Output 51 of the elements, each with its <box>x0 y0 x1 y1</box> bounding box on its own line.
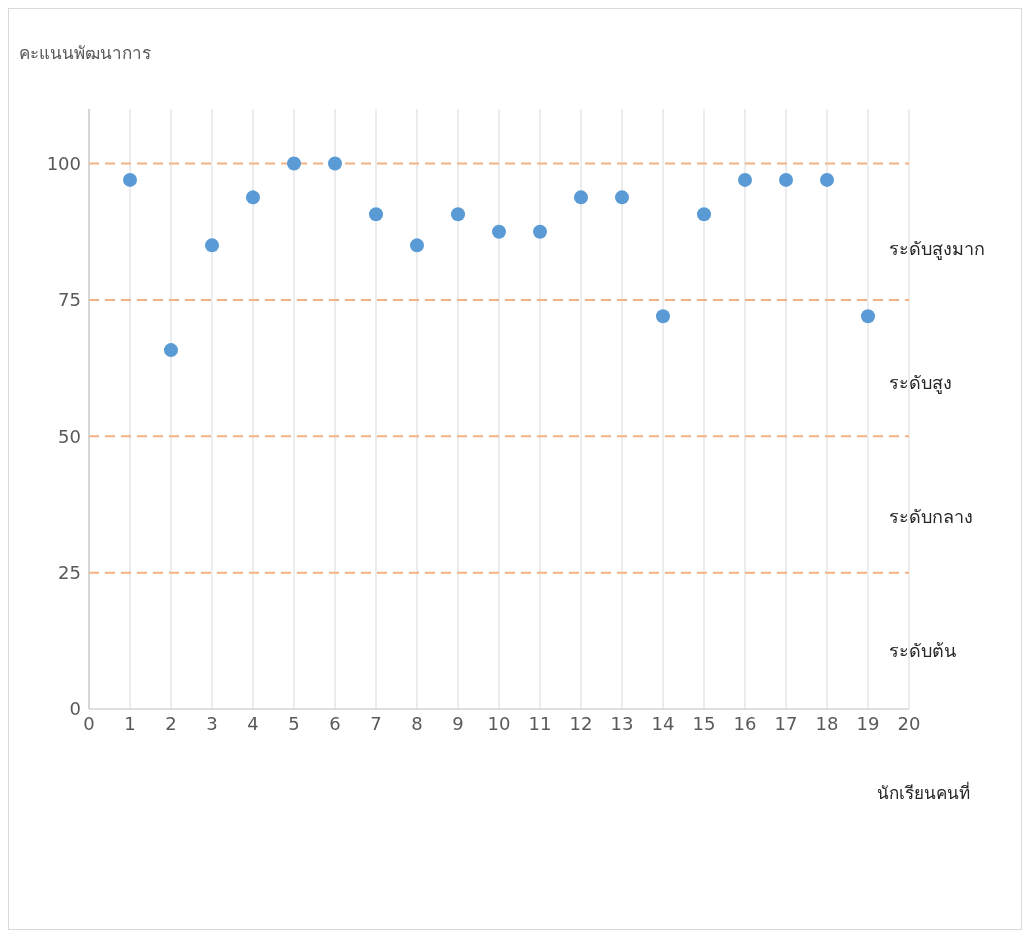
x-tick-label: 19 <box>856 712 880 734</box>
annotation: ระดับสูงมาก <box>889 237 985 262</box>
point <box>820 172 834 187</box>
x-tick-label: 10 <box>487 712 511 734</box>
x-tick-label: 8 <box>411 712 423 734</box>
x-tick-label: 6 <box>329 712 341 734</box>
point <box>328 156 342 171</box>
y-tick-label: 100 <box>46 152 81 174</box>
y-tick-label: 75 <box>58 289 81 311</box>
x-tick-label: 9 <box>452 712 464 734</box>
x-tick-label: 20 <box>897 712 921 734</box>
point <box>410 238 424 253</box>
y-tick-label: 25 <box>58 562 81 584</box>
x-tick-label: 18 <box>815 712 839 734</box>
point <box>164 343 178 358</box>
x-tick-label: 13 <box>610 712 634 734</box>
annotation: ระดับต้น <box>889 639 956 663</box>
y-axis-title: คะแนนพัฒนาการ <box>19 42 151 65</box>
x-tick-label: 4 <box>247 712 259 734</box>
x-tick-label: 16 <box>733 712 757 734</box>
x-tick-label: 14 <box>651 712 675 734</box>
point <box>697 207 711 222</box>
x-tick-label: 1 <box>124 712 136 734</box>
point <box>779 172 793 187</box>
x-tick-label: 3 <box>206 712 218 734</box>
point <box>533 224 547 239</box>
x-tick-label: 17 <box>774 712 798 734</box>
annotation: ระดับสูง <box>889 371 952 396</box>
x-tick-label: 7 <box>370 712 382 734</box>
point <box>369 207 383 222</box>
x-tick-label: 0 <box>83 712 95 734</box>
point <box>205 238 219 253</box>
x-tick-label: 12 <box>569 712 593 734</box>
point <box>738 172 752 187</box>
point <box>492 224 506 239</box>
x-tick-label: 2 <box>165 712 177 734</box>
point <box>861 309 875 324</box>
y-tick-label: 50 <box>58 425 81 447</box>
x-axis-title: นักเรียนคนที่ <box>877 780 970 805</box>
point <box>246 190 260 205</box>
x-tick-label: 11 <box>528 712 552 734</box>
point <box>451 207 465 222</box>
x-tick-label: 15 <box>692 712 716 734</box>
point <box>574 190 588 205</box>
point <box>287 156 301 171</box>
point <box>615 190 629 205</box>
y-tick-label: 0 <box>69 698 81 720</box>
point <box>123 172 137 187</box>
x-tick-label: 5 <box>288 712 300 734</box>
annotation: ระดับกลาง <box>889 505 973 529</box>
point <box>656 309 670 324</box>
